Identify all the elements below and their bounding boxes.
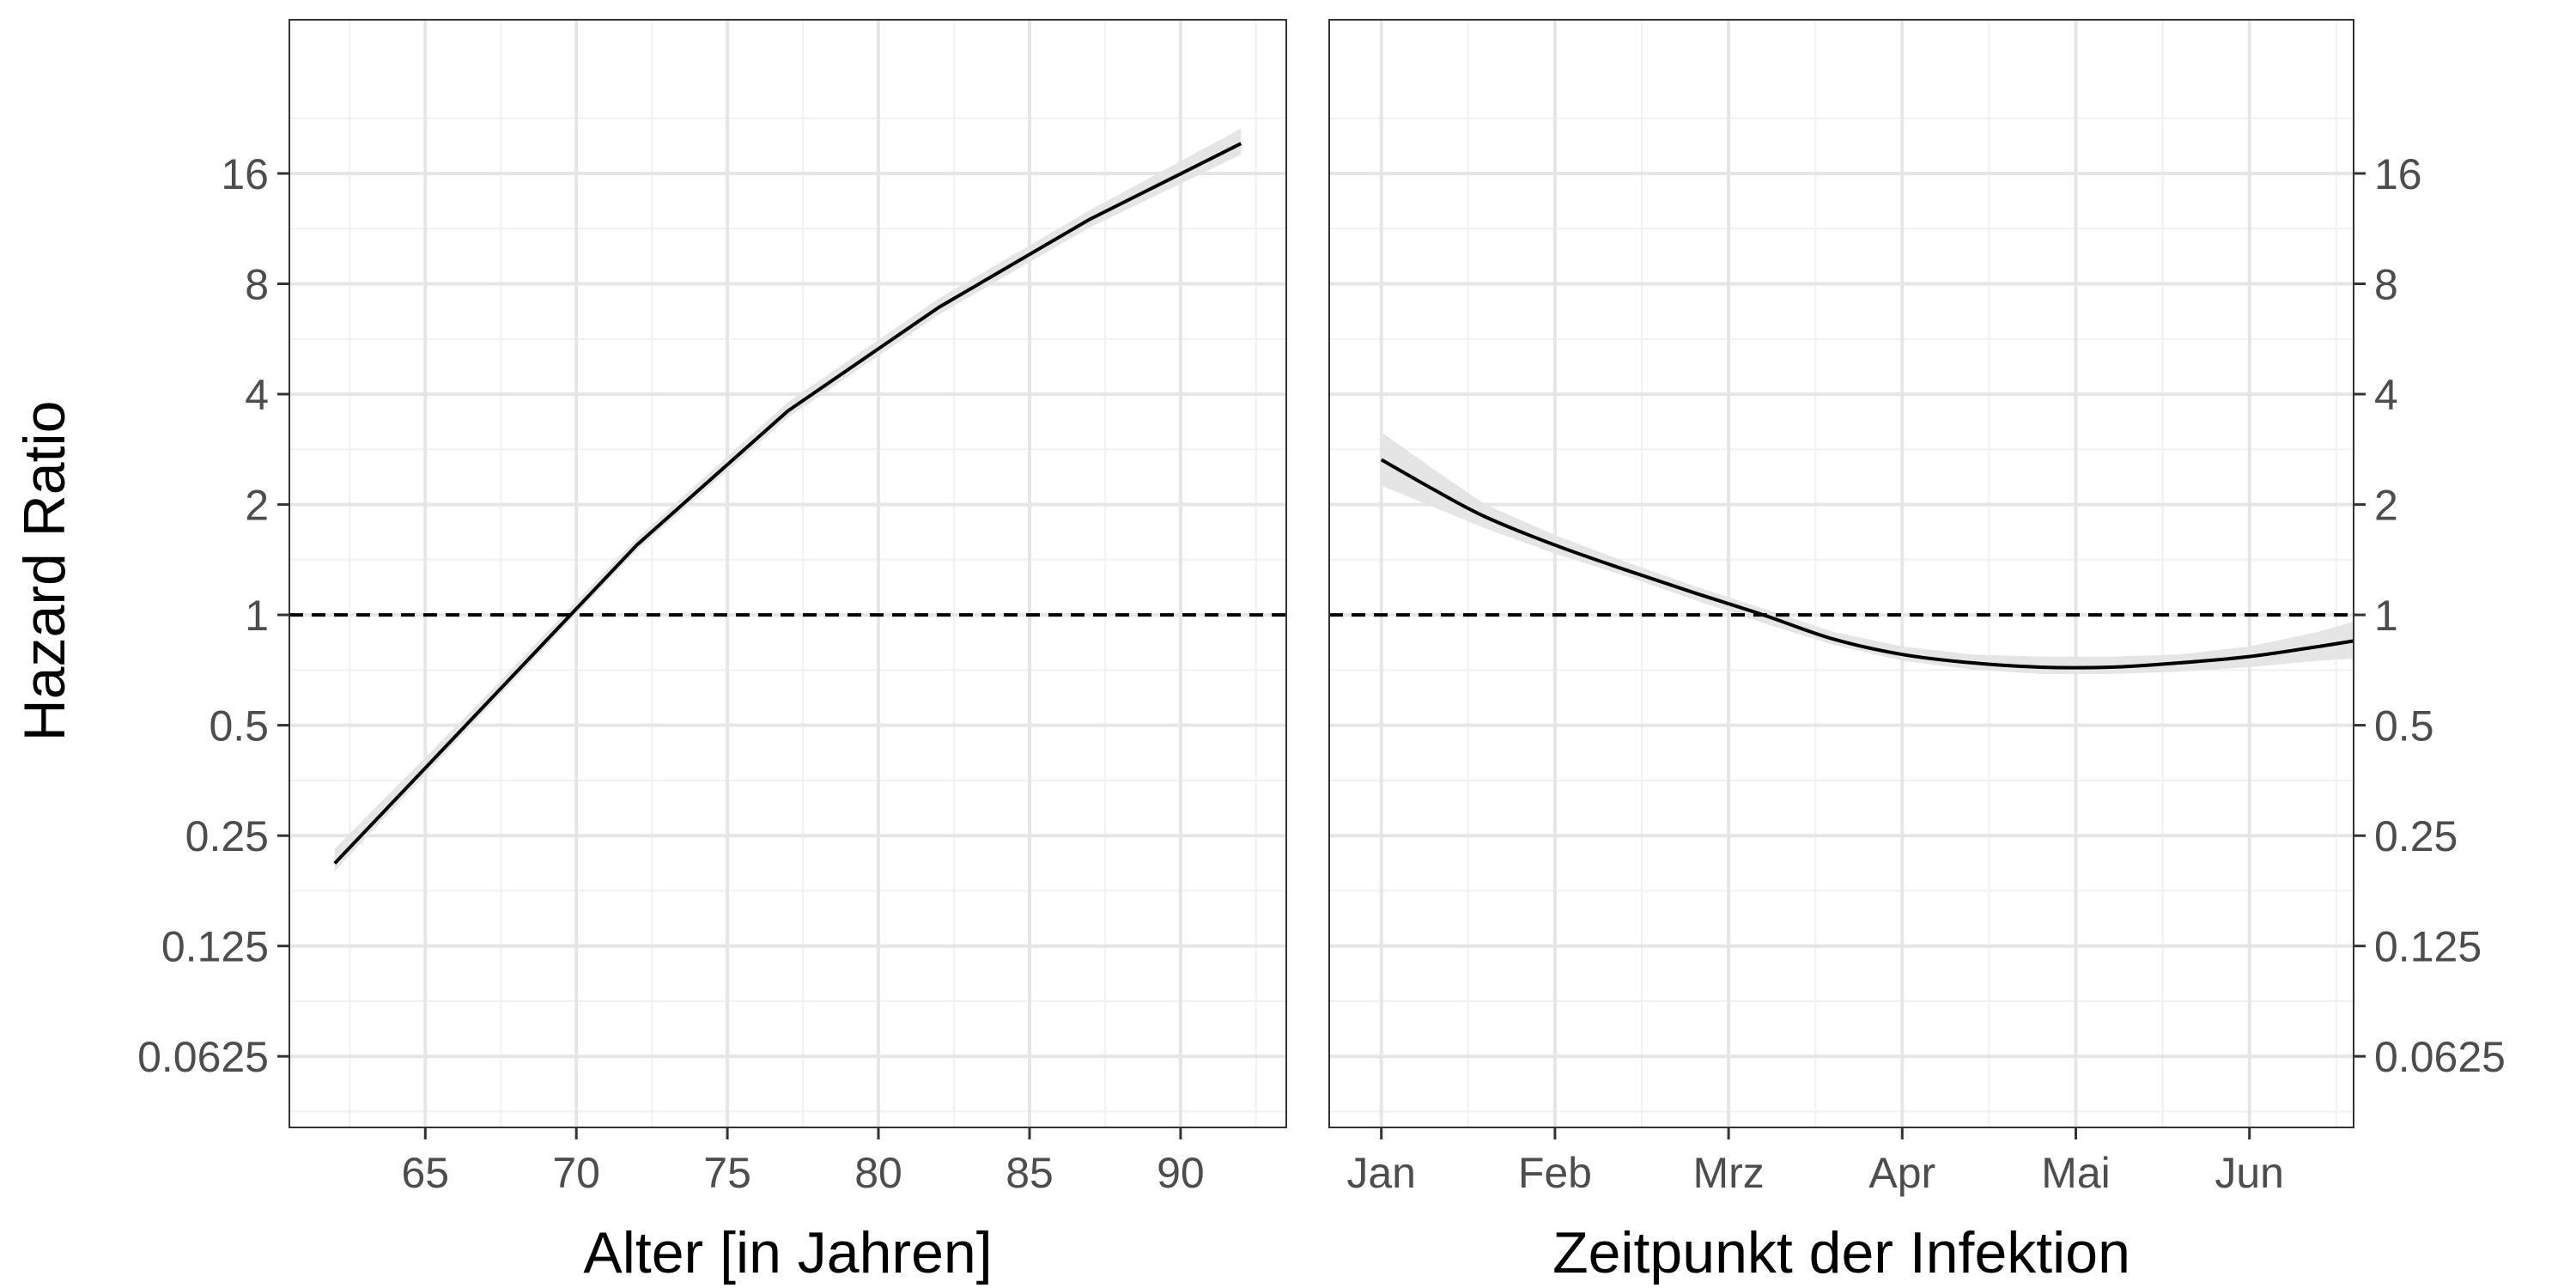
x-tick-label: 70 bbox=[552, 1149, 600, 1197]
y-tick-label: 8 bbox=[2374, 261, 2398, 309]
y-tick-label: 0.5 bbox=[2374, 702, 2434, 750]
y-axis-title: Hazard Ratio bbox=[12, 401, 77, 742]
y-tick-label: 0.125 bbox=[161, 923, 269, 971]
y-tick-label: 4 bbox=[245, 371, 269, 419]
y-tick-label: 0.5 bbox=[209, 702, 269, 750]
series-line bbox=[333, 142, 1242, 865]
x-tick-label: Jan bbox=[1346, 1149, 1416, 1197]
y-tick-label: 1 bbox=[245, 592, 269, 640]
y-tick-label: 16 bbox=[2374, 150, 2422, 198]
y-tick-label: 2 bbox=[245, 482, 269, 530]
panel-1: 0.0625 0.125 0.25 0.5 1 2 4 8 16 65 70 75 80 85 90 Alte… bbox=[137, 19, 1287, 1285]
y-tick-label: 0.0625 bbox=[2374, 1033, 2506, 1081]
y-tick-label: 0.25 bbox=[2374, 812, 2458, 860]
y-tick-label: 0.125 bbox=[2374, 923, 2482, 971]
panel-background bbox=[1329, 20, 2354, 1127]
x-tick-label: 65 bbox=[401, 1149, 449, 1197]
panel-border bbox=[289, 19, 1287, 1128]
x-tick-label: Feb bbox=[1518, 1149, 1592, 1197]
x-tick-label: 85 bbox=[1005, 1149, 1054, 1197]
y-tick-label: 0.25 bbox=[185, 812, 269, 860]
x-tick-label: Jun bbox=[2215, 1149, 2284, 1197]
panel-border bbox=[1328, 19, 2354, 1128]
y-tick-label: 16 bbox=[221, 150, 269, 198]
y-tick-label: 2 bbox=[2374, 482, 2398, 530]
x-tick-label: 80 bbox=[854, 1149, 902, 1197]
x-tick-label: 75 bbox=[703, 1149, 751, 1197]
y-tick-label: 4 bbox=[2374, 371, 2398, 419]
series-line bbox=[1380, 458, 2354, 670]
y-tick-label: 8 bbox=[245, 261, 269, 309]
y-tick-label: 1 bbox=[2374, 592, 2398, 640]
y-tick-label: 0.0625 bbox=[137, 1033, 269, 1081]
x-tick-label: Mrz bbox=[1692, 1149, 1764, 1197]
x-tick-label: 90 bbox=[1157, 1149, 1205, 1197]
panel-2: 0.0625 0.125 0.25 0.5 1 2 4 8 16 Jan Feb Mrz Apr Mai J… bbox=[1328, 19, 2506, 1285]
x-axis-title: Zeitpunkt der Infektion bbox=[1552, 1220, 2130, 1285]
x-tick-label: Mai bbox=[2041, 1149, 2111, 1197]
x-tick-label: Apr bbox=[1868, 1149, 1935, 1197]
x-axis-title: Alter [in Jahren] bbox=[583, 1220, 992, 1285]
